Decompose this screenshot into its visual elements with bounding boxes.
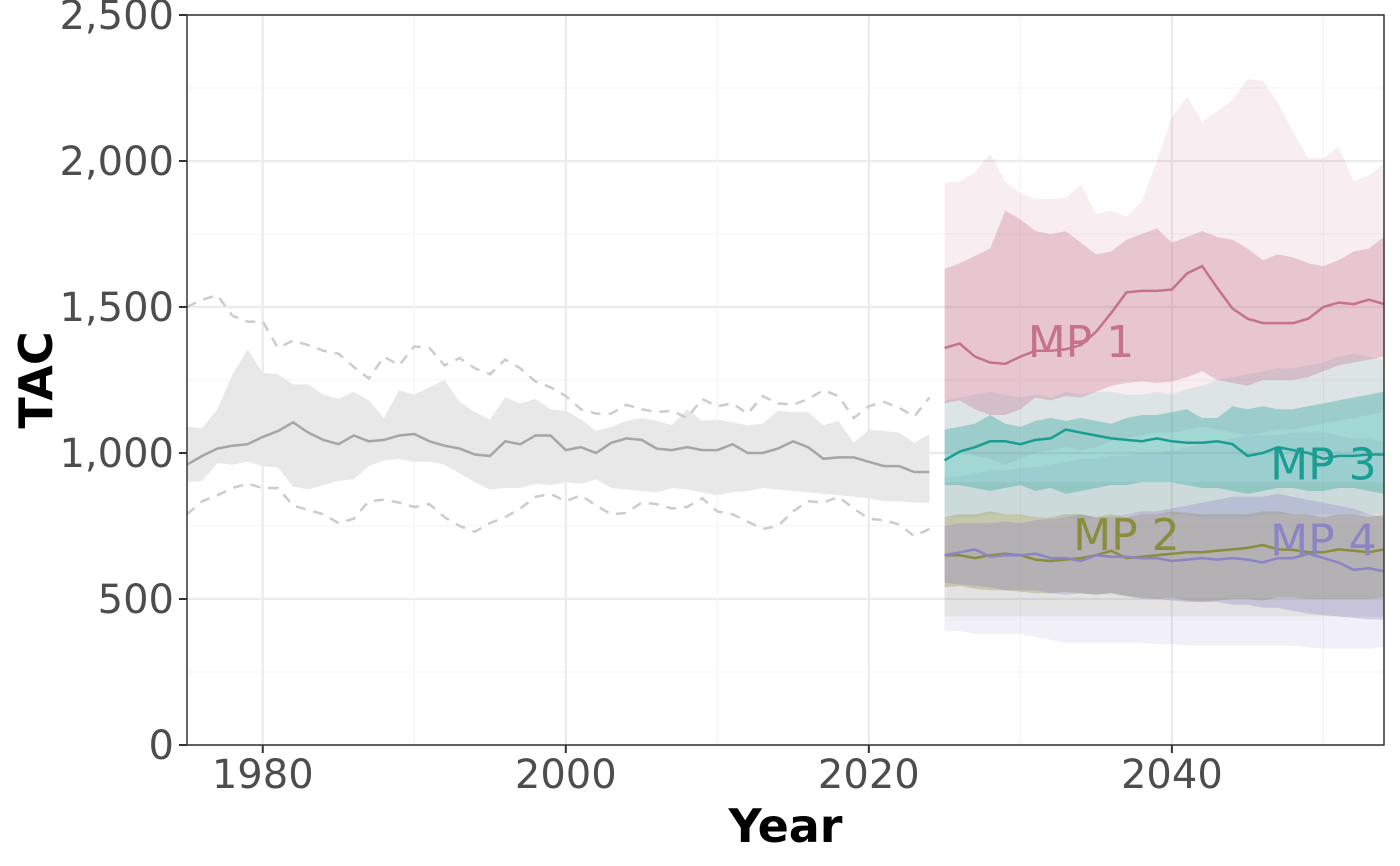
- y-tick-label: 2,000: [59, 139, 174, 185]
- axis-ticks: 0 500 1,000 1,500 2,000 2,500 1980 2000 2020 2040: [59, 0, 1222, 798]
- uncertainty-bands: [187, 79, 1384, 649]
- series-labels: MP 1 MP 2 MP 3 MP 4: [1028, 317, 1377, 567]
- mp-4-inner-band: [944, 493, 1384, 620]
- mp-2-label: MP 2: [1073, 510, 1179, 561]
- mp-1-label: MP 1: [1028, 317, 1134, 368]
- x-tick-label: 2000: [515, 752, 617, 798]
- mp-2-outer-band: [944, 482, 1384, 617]
- mp-1-median-line: [944, 264, 1385, 366]
- x-tick-label: 2040: [1121, 752, 1223, 798]
- mp-4-outer-band: [944, 432, 1384, 649]
- x-axis-title: Year: [727, 799, 842, 853]
- mp-3-median-line: [943, 428, 1384, 462]
- plot-panel-border: [186, 14, 1385, 746]
- mp-4-median-line: [944, 548, 1385, 573]
- y-tick-label: 2,500: [59, 0, 174, 39]
- historical-median-line: [186, 420, 930, 474]
- mp-1-outer-band: [944, 79, 1384, 465]
- mp-2-inner-band: [944, 511, 1384, 602]
- x-tick-label: 1980: [212, 752, 314, 798]
- y-tick-label: 1,000: [59, 431, 174, 477]
- mp-3-label: MP 3: [1270, 440, 1376, 491]
- y-tick-label: 1,500: [59, 285, 174, 331]
- y-tick-label: 500: [98, 577, 174, 623]
- mp-3-outer-band: [944, 353, 1384, 521]
- historical-lower-dashed-line: [186, 482, 930, 538]
- mp-3-inner-band: [944, 391, 1384, 494]
- mp-1-inner-band: [944, 210, 1384, 415]
- historical-band: [187, 349, 930, 503]
- mp-4-label: MP 4: [1270, 516, 1376, 567]
- series-lines: [186, 264, 1385, 573]
- y-tick-label: 0: [149, 723, 174, 769]
- y-axis-title: TAC: [9, 331, 63, 428]
- x-tick-label: 2020: [818, 752, 920, 798]
